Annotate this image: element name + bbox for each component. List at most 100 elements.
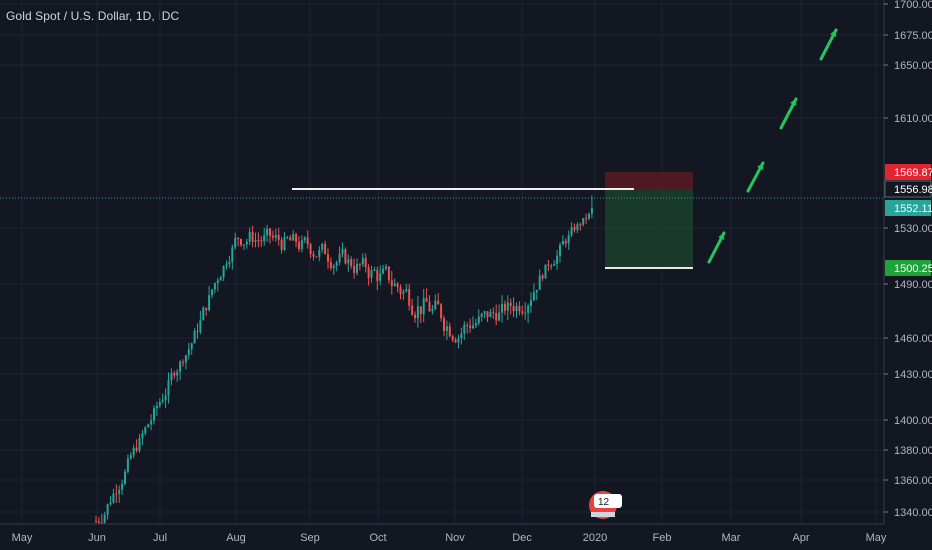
candle-body [289, 237, 292, 241]
price-tick-label: 1380.00 [894, 445, 932, 457]
candle-body [434, 300, 437, 309]
candle-body [390, 280, 393, 286]
candle-body [240, 239, 242, 246]
candle-body [547, 264, 550, 266]
candle-body [245, 241, 248, 245]
candle-body [213, 283, 216, 290]
candle-body [115, 493, 118, 495]
candle-body [315, 256, 318, 258]
candle-body [176, 371, 179, 376]
candle-body [251, 231, 254, 242]
candle-body [306, 237, 309, 245]
grid [0, 0, 884, 524]
candle-body [219, 277, 222, 281]
candle-body [132, 447, 135, 456]
price-tag-outline-1 [884, 180, 932, 198]
event-badge-label-bg [594, 494, 622, 508]
candle-body [414, 314, 416, 319]
candle-body [300, 240, 303, 250]
candle-body [266, 228, 269, 236]
candle-body [312, 254, 315, 257]
candle-body [150, 420, 153, 425]
time-tick-label: Nov [445, 532, 465, 544]
candle-body [144, 427, 147, 434]
candle-body [524, 312, 527, 314]
candle-body [138, 438, 141, 451]
candle-body [370, 270, 373, 278]
time-tick-label: Sep [300, 532, 320, 544]
price-tag-3 [885, 260, 931, 276]
time-tick-label: Apr [792, 532, 809, 544]
candle-body [155, 405, 158, 409]
candle-body [408, 289, 411, 306]
candle-body [399, 287, 402, 294]
target-zone [605, 189, 693, 268]
price-tag-label: 1552.11 [894, 203, 932, 215]
candle-body [167, 380, 170, 396]
candle-body [361, 258, 364, 265]
candle-body [303, 237, 306, 241]
arrowhead-1 [757, 163, 764, 170]
candle-body [309, 244, 312, 255]
candle-body [553, 264, 556, 266]
candle-body [393, 283, 396, 286]
price-tag-label: 1569.87 [894, 167, 932, 179]
candle-body [425, 298, 428, 302]
candle-body [498, 312, 501, 321]
candle-body [550, 265, 553, 267]
candle-body [579, 224, 582, 226]
candle-body [208, 295, 211, 311]
arrowhead-2 [790, 99, 797, 106]
candle-body [466, 324, 469, 326]
candle-body [358, 264, 361, 266]
candle-body [419, 306, 422, 315]
time-axis: May Jun Jul Aug Sep Oct Nov Dec 2020 Feb Mar Apr May [0, 523, 932, 550]
candle-body [480, 313, 483, 317]
candle-body [225, 264, 228, 266]
candle-body [329, 261, 332, 268]
candle-body [118, 489, 121, 494]
candle-body [544, 264, 547, 279]
candle-body [445, 326, 448, 331]
price-tick-label: 1675.00 [894, 30, 932, 42]
candle-body [158, 402, 161, 406]
candle-body [277, 235, 280, 240]
candle-body [237, 237, 240, 240]
candle-body [216, 280, 219, 284]
candle-body [402, 291, 405, 294]
price-tag-0 [885, 164, 931, 180]
candle-body [193, 331, 196, 344]
candle-body [182, 361, 184, 363]
candle-body [509, 302, 512, 306]
candle-body [373, 269, 376, 271]
price-tick-label: 1700.00 [894, 0, 932, 11]
candle-body [431, 308, 434, 312]
candle-body [443, 318, 445, 331]
candle-body [515, 306, 518, 312]
price-tag-1 [885, 181, 931, 197]
candle-body [147, 424, 150, 428]
candle-body [472, 325, 474, 329]
candle-body [109, 502, 112, 505]
candle-body [97, 521, 100, 523]
candle-body [100, 522, 103, 524]
candle-body [570, 227, 573, 236]
candle-body [567, 235, 570, 244]
candle-body [103, 514, 106, 523]
candle-body [506, 302, 509, 311]
candle-body [350, 259, 353, 267]
candle-body [106, 504, 109, 515]
candle-body [196, 331, 199, 333]
candle-body [170, 372, 173, 381]
candle-body [318, 249, 321, 257]
candle-body [112, 493, 115, 503]
candle-body [341, 249, 344, 254]
candle-body [274, 235, 277, 238]
candle-body [179, 361, 182, 372]
candle-body [353, 266, 356, 273]
candle-body [199, 320, 202, 332]
candle-body [437, 300, 440, 305]
candle-body [521, 311, 524, 313]
candle-body [271, 235, 274, 238]
